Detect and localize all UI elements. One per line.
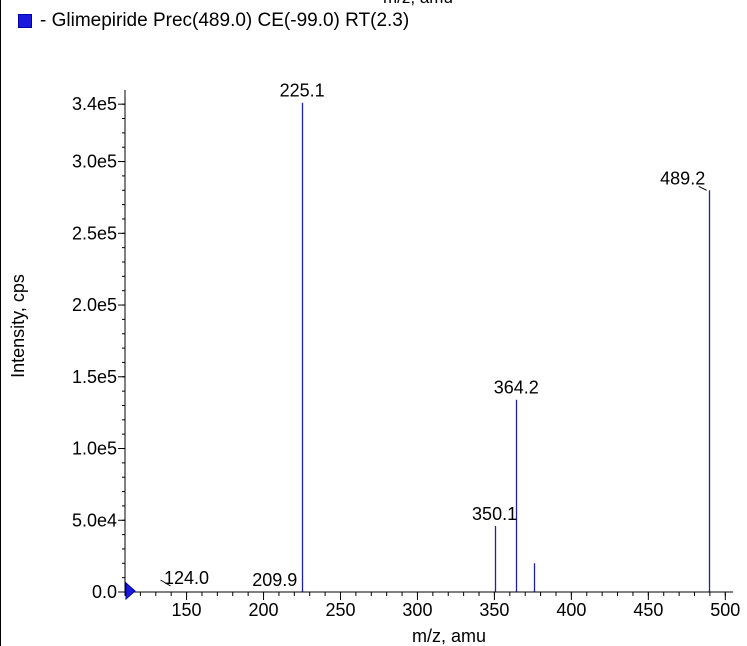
x-tick-label: 250	[325, 600, 355, 620]
x-tick-label: 350	[479, 600, 509, 620]
peak-label: 209.9	[252, 570, 297, 590]
y-tick-label: 3.4e5	[72, 94, 117, 114]
peak-label: 364.2	[494, 378, 539, 398]
peak-label: 350.1	[472, 504, 517, 524]
peak-label: 489.2	[660, 168, 705, 188]
y-axis-title: Intensity, cps	[8, 274, 28, 378]
y-tick-label: 0.0	[92, 582, 117, 602]
x-tick-label: 300	[402, 600, 432, 620]
peak-label-leader	[698, 185, 707, 191]
left-frame-border	[0, 0, 1, 646]
legend-label: - Glimepiride Prec(489.0) CE(-99.0) RT(2…	[40, 10, 410, 31]
x-axis-title: m/z, amu	[412, 626, 486, 646]
x-tick-label: 200	[249, 600, 279, 620]
legend: - Glimepiride Prec(489.0) CE(-99.0) RT(2…	[18, 8, 409, 34]
y-tick-label: 2.5e5	[72, 223, 117, 243]
y-tick-label: 3.0e5	[72, 152, 117, 172]
y-tick-label: 5.0e4	[72, 510, 117, 530]
x-tick-label: 500	[710, 600, 740, 620]
peak-label: 225.1	[280, 81, 325, 101]
y-tick-label: 1.5e5	[72, 367, 117, 387]
y-tick-label: 2.0e5	[72, 295, 117, 315]
origin-marker-icon	[125, 581, 136, 601]
x-tick-label: 150	[172, 600, 202, 620]
x-tick-label: 450	[633, 600, 663, 620]
legend-swatch	[18, 14, 32, 28]
peak-label: 124.0	[164, 568, 209, 588]
peak-label-leader	[160, 579, 171, 587]
top-cut-axis-label: m/z, amu	[383, 0, 453, 8]
x-tick-label: 400	[556, 600, 586, 620]
y-tick-label: 1.0e5	[72, 439, 117, 459]
